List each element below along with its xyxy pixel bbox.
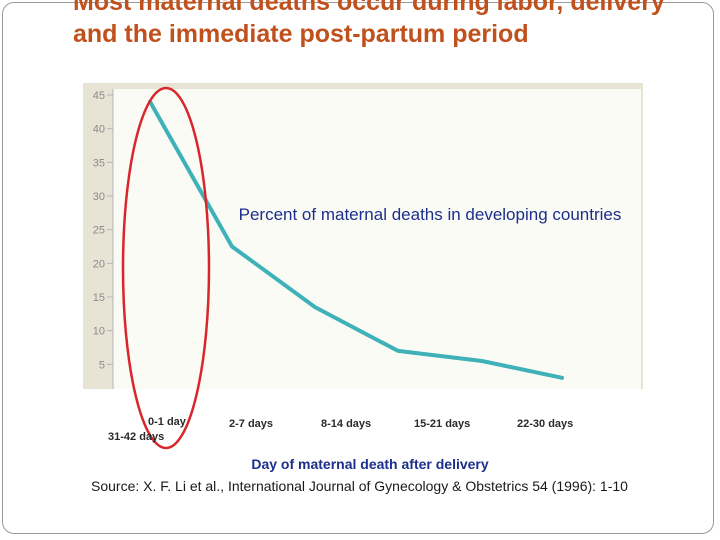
y-tick-label: 30: [93, 191, 105, 203]
chart-annotation: Percent of maternal deaths in developing…: [238, 205, 622, 224]
y-tick-label: 5: [99, 359, 105, 371]
y-tick-label: 45: [93, 90, 105, 102]
slide-title: Most maternal deaths occur during labor,…: [73, 0, 665, 48]
x-axis-label: Day of maternal death after delivery: [251, 456, 489, 472]
x-tick-label: 22-30 days: [517, 418, 574, 430]
x-tick-label: 0-1 day: [148, 416, 186, 428]
x-tick-label: 8-14 days: [321, 418, 372, 430]
y-tick-label: 20: [93, 258, 105, 270]
y-axis-ticks: 5 10 15 20 25 30 35 40 45: [93, 90, 113, 371]
source-citation: Source: X. F. Li et al., International J…: [91, 478, 628, 494]
y-tick-label: 35: [93, 157, 105, 169]
x-tick-label: 2-7 days: [229, 418, 274, 430]
x-tick-label: 15-21 days: [414, 418, 471, 430]
y-tick-label: 10: [93, 326, 105, 338]
data-line: [148, 99, 564, 380]
x-tick-label: 31-42 days: [108, 431, 165, 443]
y-tick-label: 25: [93, 225, 105, 237]
y-tick-label: 40: [93, 124, 105, 136]
highlight-ellipse: [121, 86, 211, 450]
y-tick-label: 15: [93, 292, 105, 304]
slide-frame: [2, 2, 714, 534]
